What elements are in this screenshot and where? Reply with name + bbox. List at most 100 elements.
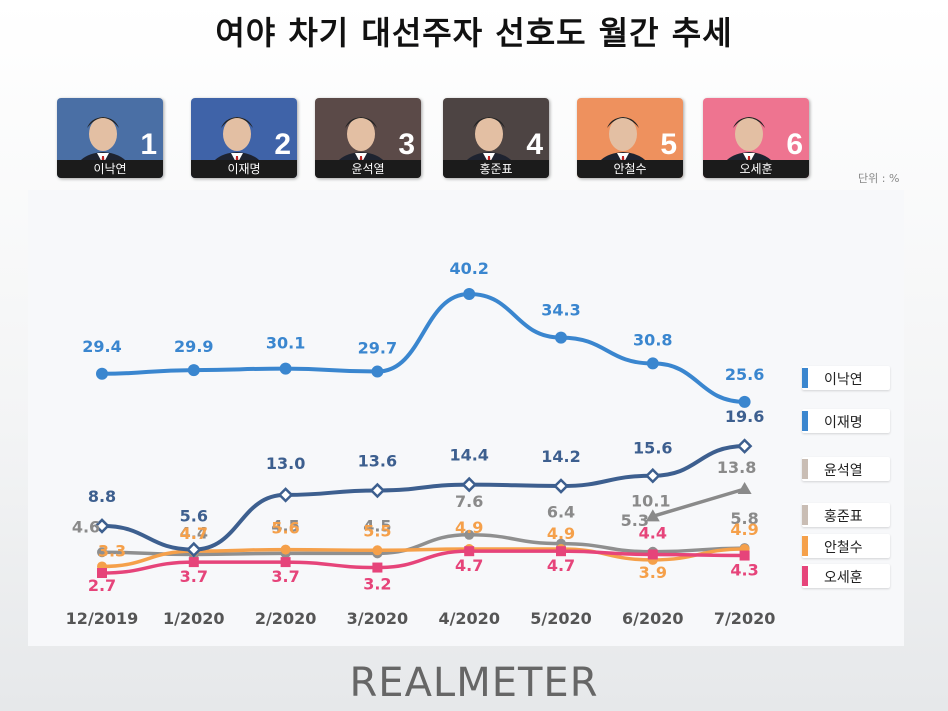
x-tick-label: 1/2020 [163, 609, 225, 628]
data-point [645, 509, 660, 522]
candidate-card: 5 안철수 [577, 98, 683, 178]
candidate-name: 이낙연 [57, 160, 163, 178]
legend-label: 홍준표 [824, 509, 863, 525]
data-label: 14.2 [541, 447, 580, 466]
data-point [97, 568, 107, 578]
data-point [555, 331, 567, 344]
legend-swatch [802, 536, 808, 556]
data-label: 4.5 [363, 516, 391, 535]
x-tick-label: 5/2020 [530, 609, 592, 628]
data-point [737, 482, 752, 494]
series-line [100, 533, 747, 557]
data-point [279, 362, 292, 375]
data-label: 19.6 [725, 407, 764, 426]
data-point [738, 395, 751, 408]
candidate-name: 홍준표 [443, 160, 549, 178]
candidate-rank: 1 [140, 128, 157, 161]
data-label: 7.6 [455, 492, 483, 511]
data-point [97, 547, 107, 558]
data-label: 4.4 [639, 523, 667, 542]
data-label: 13.8 [717, 458, 756, 477]
candidate-card: 1 이낙연 [57, 98, 163, 178]
data-point [464, 546, 475, 557]
data-label: 4.5 [271, 516, 299, 535]
data-label: 4.6 [72, 517, 100, 536]
data-point [556, 546, 566, 557]
data-label: 30.8 [633, 330, 672, 349]
legend-swatch [802, 368, 808, 388]
data-label: 8.8 [88, 487, 116, 506]
data-point [96, 367, 108, 380]
series-line [651, 487, 747, 519]
data-label: 4.7 [455, 556, 483, 575]
x-tick-label: 7/2020 [714, 609, 776, 628]
candidate-card: 4 홍준표 [443, 98, 549, 178]
data-point [369, 482, 386, 499]
data-label: 4.4 [180, 523, 208, 542]
data-point [94, 518, 110, 534]
data-point [188, 557, 199, 568]
data-point [463, 288, 476, 300]
data-label: 5.6 [271, 519, 299, 538]
x-tick-label: 2/2020 [255, 609, 317, 628]
data-label: 4.9 [547, 524, 575, 543]
data-label: 5.3 [621, 511, 649, 530]
legend-entry: 이낙연 [802, 366, 890, 390]
data-point [277, 487, 294, 503]
data-label: 5.5 [363, 521, 391, 540]
legend-entry: 윤석열 [802, 457, 890, 481]
data-label: 29.9 [174, 337, 213, 356]
data-label: 2.7 [88, 576, 116, 595]
data-point [371, 365, 384, 378]
legend-swatch [802, 459, 808, 479]
chart-title: 여야 차기 대선주자 선호도 월간 추세 [215, 14, 733, 52]
candidate-card: 3 윤석열 [315, 98, 421, 178]
data-label: 5.6 [180, 507, 208, 526]
candidate-name: 이재명 [191, 160, 297, 178]
legend-swatch [802, 566, 808, 586]
x-tick-label: 3/2020 [347, 609, 409, 628]
legend-entry: 이재명 [802, 409, 890, 433]
plot-area: 12/2019 1/2020 2/2020 3/2020 4/2020 5/2020 6/2… [28, 190, 904, 646]
data-point [372, 562, 383, 573]
data-point [461, 476, 477, 493]
legend-entry: 안철수 [802, 534, 890, 558]
data-point [186, 541, 202, 558]
legend-entry: 오세훈 [802, 564, 890, 588]
candidate-rank: 2 [274, 128, 291, 161]
brand-logo: REALMETER [349, 660, 599, 706]
data-label: 29.4 [82, 337, 121, 356]
data-point [646, 357, 659, 370]
x-tick-label: 4/2020 [438, 609, 500, 628]
data-point [645, 467, 661, 484]
data-label: 14.4 [449, 446, 488, 465]
candidate-rank: 3 [398, 128, 415, 161]
candidate-rank: 6 [786, 128, 803, 161]
data-point [372, 545, 383, 556]
candidate-card: 2 이재명 [191, 98, 297, 178]
data-label: 29.7 [358, 339, 397, 358]
data-label: 13.0 [266, 454, 305, 473]
line-chart: 12/2019 1/2020 2/2020 3/2020 4/2020 5/2020 6/2… [66, 259, 776, 628]
x-tick-label: 12/2019 [66, 609, 139, 628]
data-label: 40.2 [449, 259, 488, 278]
candidate-name: 오세훈 [703, 160, 809, 178]
data-label: 3.9 [639, 563, 667, 582]
candidate-card: 6 오세훈 [703, 98, 809, 178]
data-label: 6.4 [547, 503, 575, 522]
legend-swatch [802, 411, 808, 431]
data-point [187, 364, 200, 377]
data-label: 10.1 [631, 491, 670, 510]
legend-label: 오세훈 [824, 570, 863, 586]
data-label: 15.6 [633, 439, 672, 458]
legend-label: 이재명 [824, 415, 863, 431]
data-label: 3.7 [180, 567, 208, 586]
data-label: 3.2 [363, 575, 391, 594]
x-tick-label: 6/2020 [622, 609, 684, 628]
data-label: 4.9 [730, 520, 758, 539]
data-label: 13.6 [358, 451, 397, 470]
legend-label: 윤석열 [824, 463, 863, 479]
data-label: 5.8 [730, 509, 758, 528]
legend-label: 안철수 [824, 540, 863, 556]
candidate-name: 안철수 [577, 160, 683, 178]
